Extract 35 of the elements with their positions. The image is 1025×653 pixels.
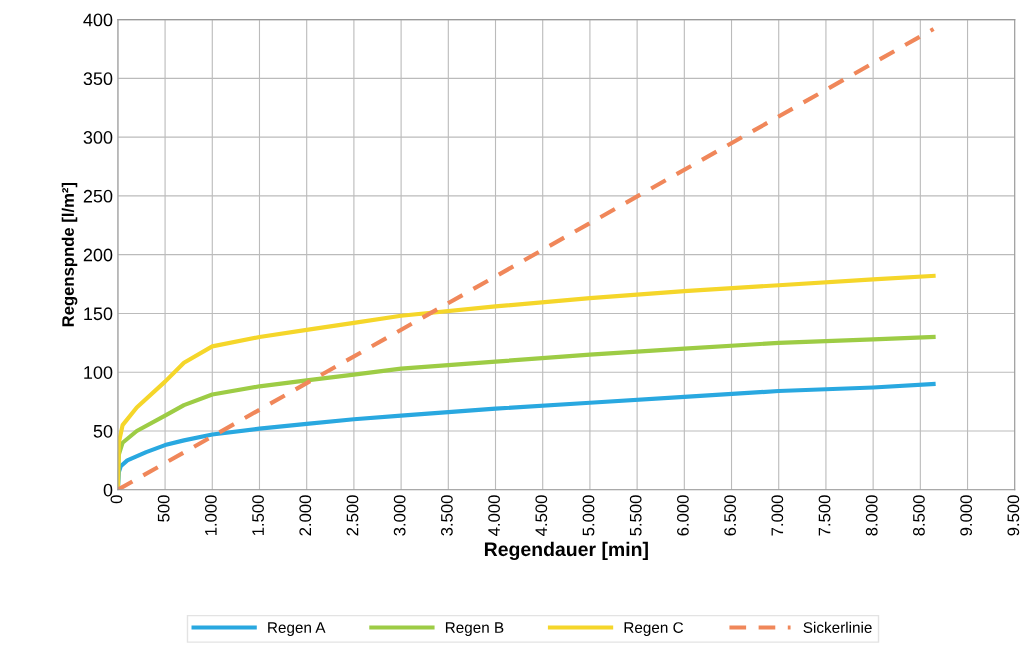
x-tick-label: 8.000 [865,495,878,536]
y-tick-label: 0 [103,483,113,497]
y-tick-label: 100 [84,366,113,379]
y-tick-label: 200 [83,248,113,262]
y-tick-label: 50 [93,424,113,438]
x-tick-label: 0 [110,495,123,504]
x-tick-label: 5.000 [582,495,595,536]
x-tick-label: 1.500 [252,495,264,536]
x-tick-label: 6.000 [676,495,689,536]
x-tick-label: 8.500 [913,495,925,536]
x-axis-title: Regendauer [min] [484,541,648,561]
x-tick-label: 1.000 [204,495,217,536]
x-tick-label: 6.500 [724,495,736,536]
x-tick-label: 4.500 [535,495,548,536]
x-tick-label: 500 [157,495,170,522]
legend-label: Regen A [268,622,326,636]
x-tick-label: 4.000 [488,495,500,536]
y-tick-label: 250 [83,189,113,203]
legend-label: Regen B [445,622,504,636]
y-tick-label: 400 [83,13,113,27]
x-tick-label: 2.500 [346,495,359,536]
y-axis-title: Regenspnde [l/m²] [61,182,78,327]
x-tick-label: 3.000 [393,495,406,536]
y-tick-label: 300 [83,131,113,144]
x-tick-label: 3.500 [440,495,453,536]
x-tick-label: 7.500 [818,495,831,536]
x-tick-label: 9.500 [1007,495,1020,536]
legend-label: Sickerlinie [803,621,872,633]
x-tick-label: 2.000 [299,495,312,536]
legend-label: Regen C [624,622,684,636]
x-tick-label: 5.500 [629,495,642,536]
x-tick-label: 9.000 [960,495,973,536]
y-tick-label: 350 [83,72,113,86]
x-tick-label: 7.000 [771,495,784,536]
y-tick-label: 150 [84,307,113,321]
